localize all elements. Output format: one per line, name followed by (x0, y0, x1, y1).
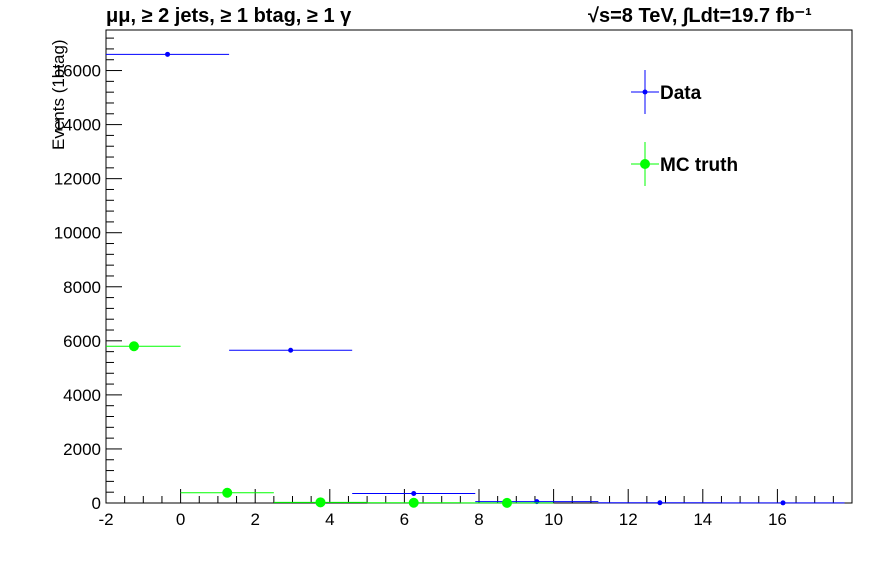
data-point (501, 497, 512, 508)
y-tick-label: 14000 (54, 116, 101, 135)
x-tick-label: 14 (693, 510, 712, 529)
data-point (128, 341, 139, 352)
y-tick-label: 2000 (63, 440, 101, 459)
data-point (534, 499, 540, 505)
legend: Data MC truth (631, 70, 738, 186)
x-tick-label: 2 (250, 510, 259, 529)
x-tick-label: 4 (325, 510, 334, 529)
x-tick-label: 0 (176, 510, 185, 529)
legend-marker (642, 89, 648, 95)
y-tick-label: 10000 (54, 224, 101, 243)
plot-frame (105, 29, 853, 504)
x-tick-label: -2 (98, 510, 113, 529)
x-tick-label: 8 (474, 510, 483, 529)
data-point (657, 500, 663, 506)
x-tick-label: 12 (619, 510, 638, 529)
data-point (165, 51, 171, 57)
series-layer (106, 51, 845, 508)
legend-label: MC truth (660, 155, 738, 176)
plot-border (105, 29, 853, 504)
data-point (411, 491, 417, 497)
legend-item-mc-truth: MC truth (631, 142, 738, 186)
series-mc-truth (106, 341, 554, 508)
y-tick-label: 4000 (63, 386, 101, 405)
x-axis: -2 0 2 4 6 8 10 12 14 16 (98, 489, 853, 529)
data-point (222, 487, 233, 498)
data-point (408, 497, 419, 508)
x-tick-label: 10 (544, 510, 563, 529)
legend-marker (640, 159, 650, 169)
data-point (288, 347, 294, 353)
y-tick-label: 12000 (54, 170, 101, 189)
y-tick-label: 16000 (54, 62, 101, 81)
series-data (106, 51, 845, 506)
y-tick-label: 6000 (63, 332, 101, 351)
y-tick-label: 8000 (63, 278, 101, 297)
x-tick-label: 6 (400, 510, 409, 529)
y-axis-label: Events (1btag) (49, 39, 68, 150)
data-point (315, 497, 326, 508)
y-tick-label: 0 (92, 494, 101, 513)
y-axis: 0 2000 4000 6000 8000 10000 12000 14000 16000 (54, 37, 122, 513)
chart-title-left: μμ, ≥ 2 jets, ≥ 1 btag, ≥ 1 γ (106, 5, 352, 27)
legend-label: Data (660, 83, 702, 104)
legend-item-data: Data (631, 70, 702, 114)
x-tick-label: 16 (768, 510, 787, 529)
chart-title-right: √s=8 TeV, ∫Ldt=19.7 fb⁻¹ (588, 5, 812, 27)
data-point (780, 500, 786, 506)
